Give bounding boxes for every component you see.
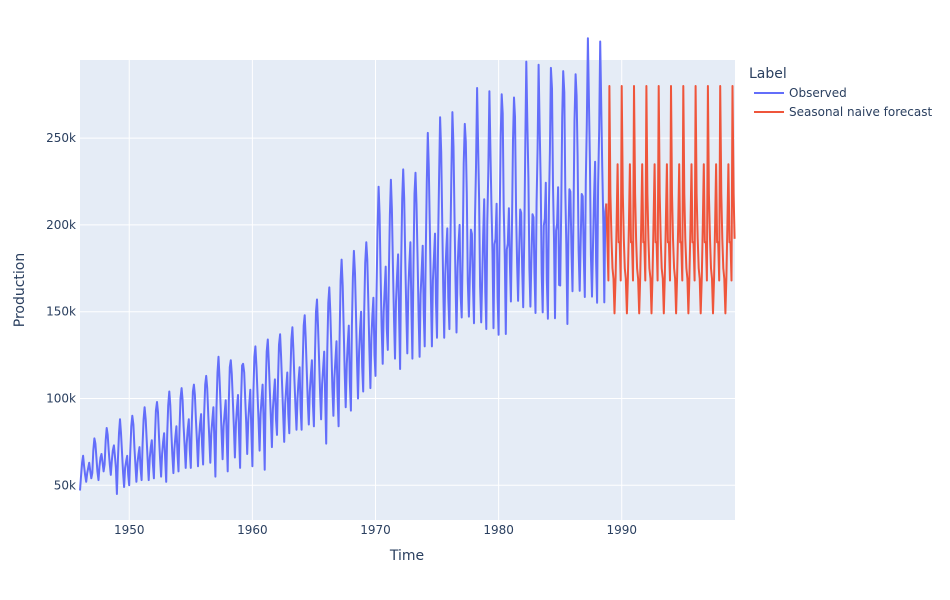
x-tick-label: 1980: [483, 523, 514, 537]
y-tick-label: 50k: [54, 478, 76, 492]
series-forecast-line: [605, 85, 736, 315]
y-tick-label: 100k: [46, 391, 76, 405]
series-observed-line: [79, 37, 608, 495]
series-lines: [79, 37, 736, 495]
legend-title: Label: [749, 66, 787, 82]
legend-label-observed: Observed: [789, 86, 847, 100]
legend-item-observed[interactable]: Observed: [754, 86, 847, 100]
x-tick-label: 1960: [237, 523, 268, 537]
legend[interactable]: Label Observed Seasonal naive forecast: [749, 66, 932, 119]
y-tick-label: 150k: [46, 305, 76, 319]
y-axis-title: Production: [12, 253, 28, 327]
x-axis-title: Time: [389, 548, 424, 564]
legend-label-forecast: Seasonal naive forecast: [789, 105, 932, 119]
y-tick-labels: 50k 100k 150k 200k 250k: [46, 131, 76, 492]
legend-item-forecast[interactable]: Seasonal naive forecast: [754, 105, 932, 119]
y-tick-label: 250k: [46, 131, 76, 145]
x-tick-labels: 1950 1960 1970 1980 1990: [114, 523, 637, 537]
y-tick-label: 200k: [46, 218, 76, 232]
x-tick-label: 1990: [606, 523, 637, 537]
x-tick-label: 1950: [114, 523, 145, 537]
x-tick-label: 1970: [360, 523, 391, 537]
